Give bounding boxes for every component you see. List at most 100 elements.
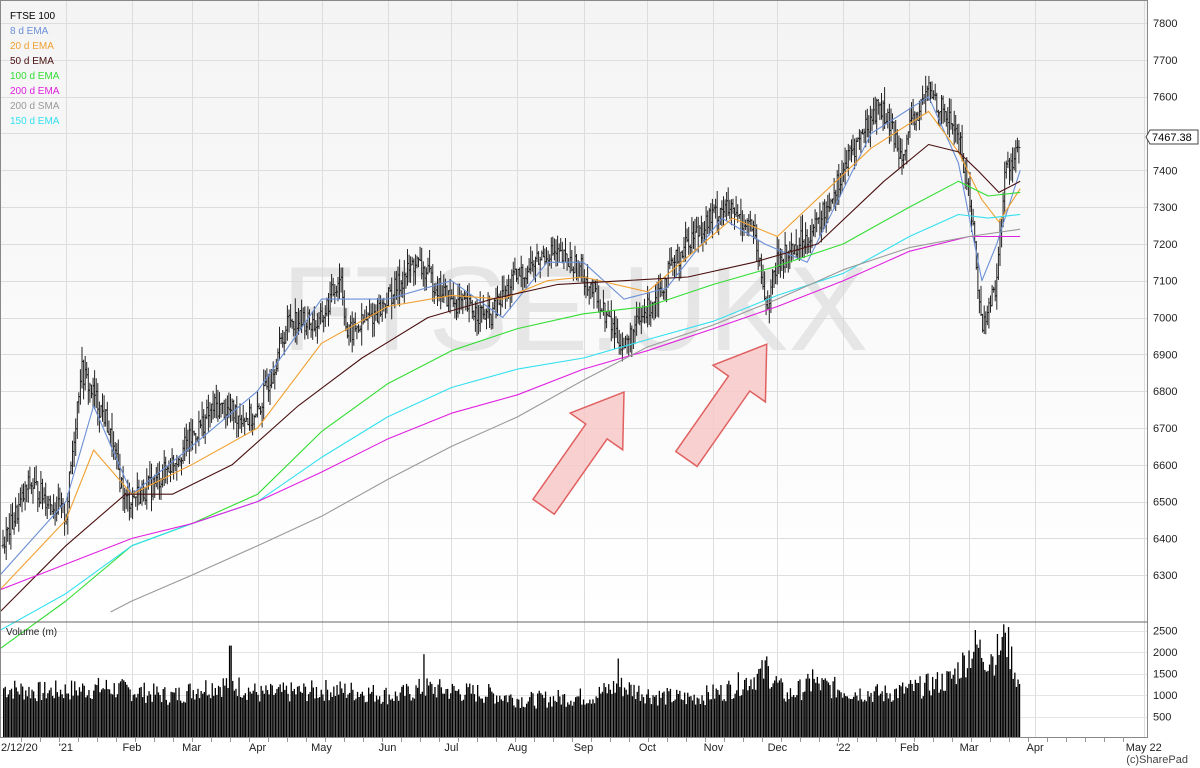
volume-bar [435, 697, 438, 738]
volume-bar [338, 694, 340, 738]
volume-bar [99, 692, 101, 738]
volume-bar [612, 681, 615, 738]
volume-bar [573, 701, 575, 738]
volume-bar [52, 695, 54, 738]
volume-bar [870, 692, 872, 738]
price-tick-label: 7000 [1153, 313, 1177, 325]
volume-bar [268, 694, 270, 738]
volume-bar [977, 647, 980, 738]
volume-bar [593, 703, 596, 738]
volume-bar [628, 682, 630, 738]
volume-bar [462, 699, 465, 738]
volume-bar [56, 692, 58, 738]
volume-bar [448, 698, 450, 738]
volume-bar [360, 693, 362, 738]
volume-bar [311, 680, 313, 738]
legend-entry: 200 d EMA [10, 86, 60, 97]
volume-bar [873, 691, 875, 738]
volume-bar [546, 707, 548, 738]
volume-bar [560, 704, 562, 738]
volume-bar [319, 697, 321, 738]
volume-bar [3, 688, 5, 738]
volume-bar [505, 695, 507, 738]
volume-bar [830, 698, 833, 738]
volume-bar [50, 687, 52, 738]
volume-bar [946, 671, 948, 738]
volume-bar [778, 680, 781, 738]
price-tick-label: 7100 [1153, 276, 1177, 288]
volume-bar [184, 702, 186, 738]
time-tick-label: Feb [122, 742, 141, 754]
volume-bar [503, 695, 506, 738]
volume-bar [126, 684, 128, 738]
volume-bar [966, 668, 969, 738]
price-tick-label: 6800 [1153, 386, 1177, 398]
volume-bar [750, 679, 752, 738]
volume-bar [121, 679, 123, 738]
volume-bar [772, 683, 774, 738]
volume-bar [522, 706, 525, 738]
volume-bar [856, 695, 858, 738]
volume-bar [36, 701, 38, 738]
volume-bar [85, 697, 87, 738]
volume-bar [372, 685, 374, 738]
volume-bar [484, 696, 487, 738]
time-tick-label: Feb [900, 742, 919, 754]
volume-bar [249, 691, 251, 738]
volume-bar [864, 699, 866, 738]
volume-bar [244, 693, 246, 738]
volume-bar [154, 694, 156, 738]
volume-bar [200, 691, 202, 738]
volume-bar [475, 701, 477, 738]
volume-bar [878, 695, 880, 738]
volume-bar [965, 677, 967, 738]
volume-bar [349, 692, 351, 738]
volume-bar [702, 700, 705, 738]
volume-bar [892, 700, 894, 738]
volume-bar [808, 678, 811, 738]
volume-bar [600, 693, 602, 738]
volume-bar [936, 672, 939, 738]
volume-bar [799, 679, 801, 738]
volume-bar [1000, 650, 1002, 738]
volume-bar [216, 694, 218, 738]
volume-bar [217, 685, 220, 738]
volume-bar [767, 666, 769, 738]
volume-bar [241, 697, 243, 738]
volume-bar [161, 702, 163, 738]
volume-bar [590, 703, 593, 738]
volume-bar [456, 690, 458, 738]
volume-bar [140, 686, 142, 738]
volume-bar [289, 701, 291, 738]
volume-bar [769, 688, 771, 738]
volume-bar [251, 693, 253, 738]
legend-entry: FTSE 100 [10, 11, 55, 22]
volume-bar [652, 695, 654, 738]
time-tick-label: Jun [379, 742, 397, 754]
volume-bar [562, 694, 564, 738]
volume-bar [113, 683, 115, 738]
time-tick-label: Dec [768, 742, 788, 754]
price-tick-label: 7200 [1153, 239, 1177, 251]
volume-bar [197, 688, 199, 738]
legend-entry: 20 d EMA [10, 41, 54, 52]
volume-bar [28, 686, 30, 738]
volume-bar [451, 683, 453, 738]
volume-bar [620, 677, 623, 738]
volume-bar [663, 691, 665, 738]
volume-bar [214, 688, 216, 738]
volume-bar [191, 698, 193, 738]
volume-bar [576, 696, 578, 738]
volume-bar [958, 678, 961, 738]
volume-bar [391, 698, 393, 738]
volume-bar [470, 693, 472, 738]
legend-entry: 50 d EMA [10, 56, 54, 67]
volume-bar [565, 706, 567, 738]
volume-bar [18, 694, 21, 738]
volume-bar [170, 691, 172, 738]
volume-bar [597, 697, 599, 738]
volume-bar [846, 696, 848, 738]
volume-bar [876, 684, 878, 738]
price-panel-background [0, 0, 1148, 622]
volume-bar [187, 684, 190, 738]
